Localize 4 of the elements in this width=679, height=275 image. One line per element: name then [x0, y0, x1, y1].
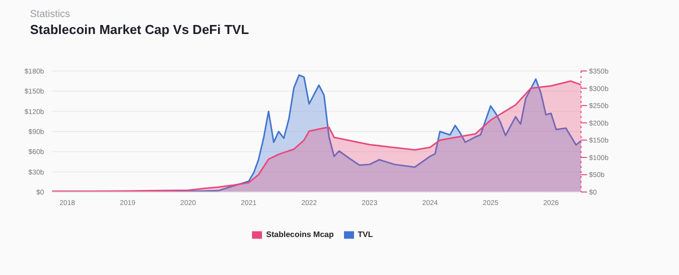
legend-label: TVL [358, 230, 373, 240]
chart-subtitle: Statistics [30, 9, 70, 20]
chart-title: Stablecoin Market Cap Vs DeFi TVL [30, 22, 249, 37]
legend-label: Stablecoins Mcap [266, 230, 334, 240]
